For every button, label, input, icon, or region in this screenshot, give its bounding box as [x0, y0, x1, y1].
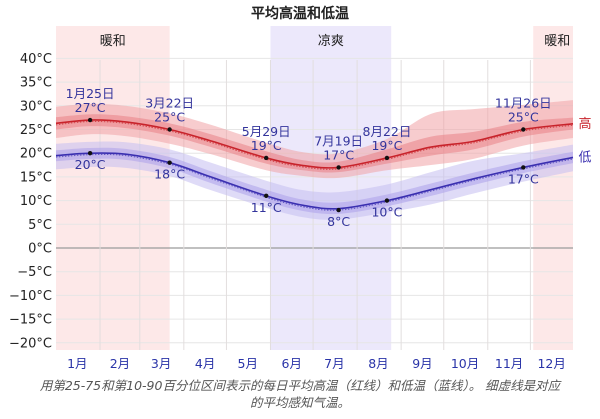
annotation-date: 5月29日 [242, 124, 291, 139]
data-point-marker [336, 207, 341, 213]
x-tick-label: 5月 [238, 356, 258, 371]
annotation-value: 20°C [75, 157, 106, 172]
x-tick-label: 9月 [412, 356, 432, 371]
y-tick-label: 20°C [20, 147, 52, 162]
x-tick-label: 4月 [195, 356, 215, 371]
data-point-marker [264, 193, 269, 199]
y-tick-label: −20°C [9, 336, 52, 351]
annotation-value: 25°C [154, 110, 185, 125]
high-feels-like-line [55, 120, 574, 170]
annotation-value: 10°C [371, 205, 402, 220]
season-band [56, 26, 170, 350]
legend-low: 低 [578, 150, 591, 165]
annotation-date: 7月19日 [314, 133, 363, 148]
low-temperature-line [55, 152, 574, 210]
annotation-value: 8°C [327, 214, 350, 229]
y-tick-label: 5°C [28, 218, 52, 233]
data-point-marker [384, 198, 390, 203]
caption-line-2: 的平均感知气温。 [249, 395, 350, 410]
data-point-marker [167, 127, 172, 132]
annotation-value: 17°C [323, 147, 354, 162]
low-p25-p75-band [56, 147, 573, 215]
season-label: 暖和 [100, 34, 126, 49]
high-temperature-line [55, 119, 574, 169]
annotation-date: 3月22日 [145, 96, 194, 111]
x-tick-label: 8月 [368, 356, 388, 371]
x-tick-label: 7月 [324, 356, 344, 371]
y-tick-label: 35°C [20, 76, 52, 91]
y-tick-label: −15°C [9, 313, 52, 328]
y-tick-label: 40°C [20, 52, 52, 67]
high-p25-p75-band [56, 114, 573, 173]
low-p10-p90-band [56, 141, 573, 220]
annotation-value: 27°C [75, 100, 106, 115]
season-label: 暖和 [544, 34, 570, 49]
data-point-marker [521, 165, 526, 170]
x-tick-label: 6月 [282, 356, 302, 371]
data-point-marker [521, 127, 526, 132]
y-tick-label: 15°C [20, 170, 52, 185]
data-point-marker [264, 155, 269, 161]
annotation-value: 19°C [251, 138, 282, 153]
annotation-date: 1月25日 [66, 86, 115, 101]
data-point-marker [87, 117, 93, 123]
x-tick-label: 11月 [495, 356, 523, 371]
season-band [533, 26, 573, 350]
y-tick-label: −5°C [17, 265, 52, 280]
annotation-value: 25°C [508, 110, 539, 125]
y-tick-label: −10°C [9, 289, 52, 304]
y-tick-label: 0°C [28, 242, 52, 257]
chart-caption: 用第25-75和第10-90百分位区间表示的每日平均高温（红线）和低温（蓝线）。… [0, 377, 600, 411]
data-point-marker [167, 160, 172, 165]
annotation-value: 11°C [251, 200, 282, 215]
y-tick-label: 30°C [20, 99, 52, 114]
y-tick-label: 10°C [20, 194, 52, 209]
legend-high: 高 [578, 116, 591, 132]
season-label: 凉爽 [318, 34, 344, 49]
x-tick-label: 1月 [67, 356, 87, 371]
low-feels-like-line [55, 153, 574, 211]
annotation-date: 8月22日 [363, 124, 412, 139]
data-point-marker [384, 155, 390, 161]
x-tick-label: 3月 [151, 356, 171, 371]
x-tick-label: 2月 [110, 356, 130, 371]
high-p10-p90-band [56, 100, 573, 179]
annotation-date: 11月26日 [495, 96, 552, 111]
annotation-value: 19°C [371, 138, 402, 153]
x-tick-label: 10月 [451, 356, 479, 371]
data-point-marker [336, 165, 341, 170]
annotation-value: 18°C [154, 167, 185, 182]
y-tick-label: 25°C [20, 123, 52, 138]
data-point-marker [87, 151, 93, 156]
x-tick-label: 12月 [537, 356, 565, 371]
chart-title: 平均高温和低温 [251, 5, 349, 22]
annotation-value: 17°C [508, 171, 539, 186]
caption-line-1: 用第25-75和第10-90百分位区间表示的每日平均高温（红线）和低温（蓝线）。… [39, 378, 561, 393]
